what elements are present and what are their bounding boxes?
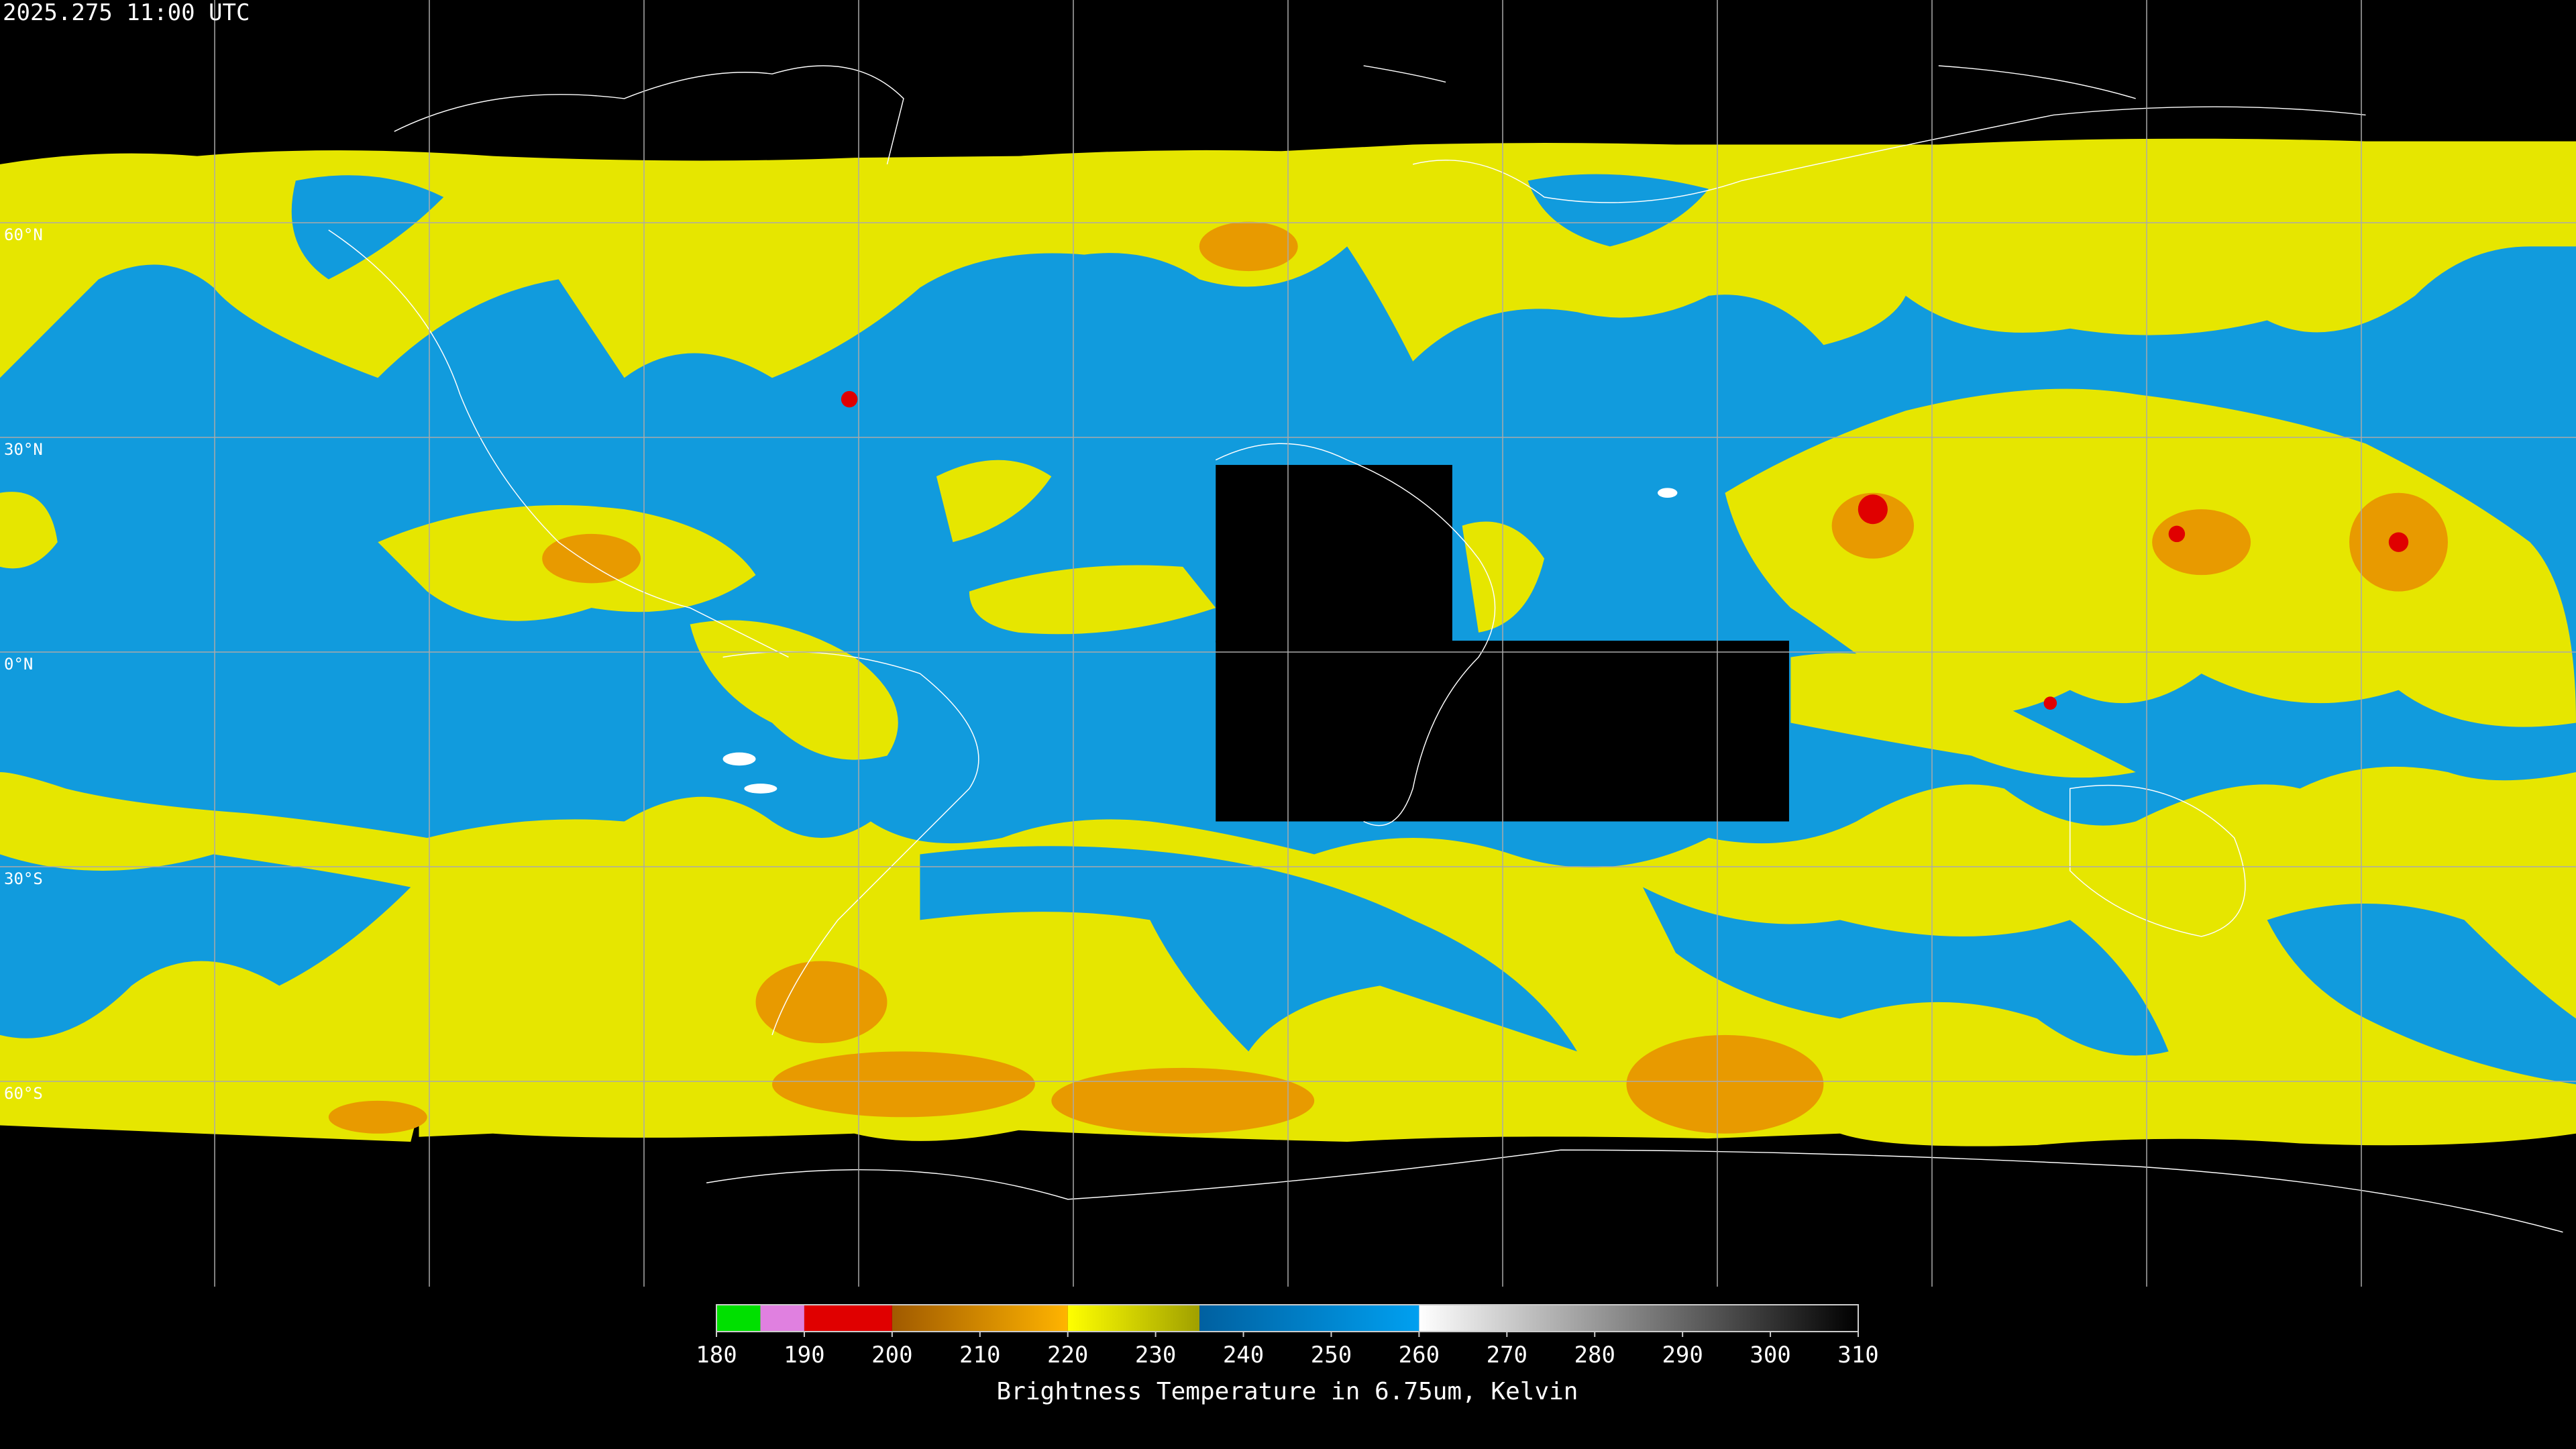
- colorbar-segment: [892, 1305, 1068, 1332]
- cold-cloud: [328, 221, 2448, 1134]
- colorbar-segment: [1199, 1305, 1419, 1332]
- colorbar-segment: [804, 1305, 892, 1332]
- colorbar-segment: [760, 1305, 804, 1332]
- colorbar-tick-label: 260: [1399, 1342, 1440, 1368]
- colorbar-segment: [1067, 1305, 1200, 1332]
- warm-spot: [722, 488, 1678, 794]
- dry-pocket: [1527, 174, 1709, 247]
- moist-blob: [969, 565, 1216, 635]
- colorbar-tick-label: 210: [959, 1342, 1000, 1368]
- colorbar-tick-label: 300: [1750, 1342, 1790, 1368]
- moist-blob: [1462, 521, 1545, 633]
- moist-blob: [690, 620, 898, 760]
- colorbar-tick-label: 220: [1047, 1342, 1088, 1368]
- colorbar-label: Brightness Temperature in 6.75um, Kelvin: [997, 1378, 1578, 1405]
- dry-pocket: [2267, 903, 2576, 1085]
- lat-label: 30°S: [4, 869, 43, 888]
- coastlines: [328, 65, 2563, 1233]
- no-data: [1216, 465, 1452, 643]
- timestamp: 2025.275 11:00 UTC: [3, 0, 250, 26]
- dry-pocket: [1642, 887, 2169, 1056]
- colorbar-tick-label: 310: [1837, 1342, 1878, 1368]
- colorbar-tick-label: 280: [1574, 1342, 1615, 1368]
- moist-blob: [936, 460, 1052, 543]
- moist-blob: [1725, 388, 2576, 727]
- very-cold-cloud: [841, 390, 2409, 710]
- moist-blob: [0, 492, 58, 569]
- colorbar-tick-label: 240: [1223, 1342, 1264, 1368]
- colorbar-tick-label: 230: [1135, 1342, 1176, 1368]
- moist-blob: [1790, 653, 2136, 778]
- lat-label: 60°S: [4, 1084, 43, 1103]
- dry-pocket: [291, 175, 444, 280]
- colorbar-tick-label: 200: [871, 1342, 912, 1368]
- colorbar-tick-label: 180: [696, 1342, 737, 1368]
- colorbar-frame: [716, 1304, 1859, 1332]
- colorbar-tick-label: 250: [1311, 1342, 1352, 1368]
- colorbar-segment: [716, 1305, 761, 1332]
- colorbar-tick-label: 270: [1487, 1342, 1527, 1368]
- dry-pocket: [920, 846, 1578, 1052]
- colorbar-tick-label: 290: [1662, 1342, 1703, 1368]
- colorbar-segment: [1419, 1305, 1858, 1332]
- colorbar-tick-label: 190: [784, 1342, 824, 1368]
- lat-label: 0°N: [4, 655, 33, 674]
- dry-pocket: [0, 854, 411, 1038]
- graticule: [0, 0, 2576, 1287]
- lat-label: 60°N: [4, 225, 43, 244]
- lat-label: 30°N: [4, 440, 43, 459]
